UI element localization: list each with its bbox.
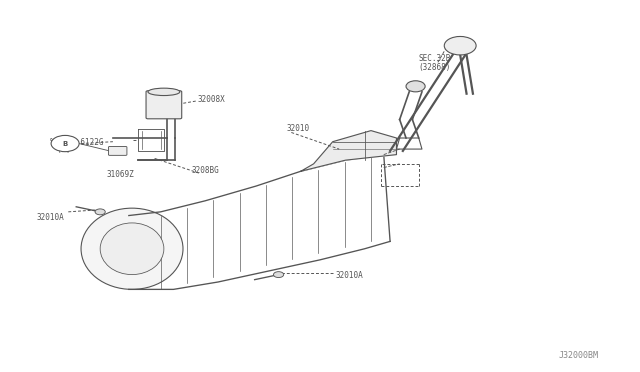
Ellipse shape xyxy=(148,88,180,96)
Text: 32008X: 32008X xyxy=(198,95,225,104)
Text: 32010: 32010 xyxy=(286,124,309,133)
Circle shape xyxy=(406,81,425,92)
Text: 3208BG: 3208BG xyxy=(191,166,219,175)
Circle shape xyxy=(95,209,105,215)
Text: 32010A: 32010A xyxy=(36,213,64,222)
Text: 31069Z: 31069Z xyxy=(106,170,134,179)
Text: J32000BM: J32000BM xyxy=(559,351,599,360)
Circle shape xyxy=(273,272,284,278)
Text: B: B xyxy=(63,141,68,147)
Text: °08346-6122G: °08346-6122G xyxy=(49,138,105,147)
Ellipse shape xyxy=(100,223,164,275)
Polygon shape xyxy=(301,131,396,171)
Ellipse shape xyxy=(81,208,183,289)
Circle shape xyxy=(51,135,79,152)
Text: SEC.32B: SEC.32B xyxy=(419,54,451,63)
Text: (32868): (32868) xyxy=(419,63,451,72)
Text: ( ): ( ) xyxy=(57,145,70,154)
Circle shape xyxy=(444,36,476,55)
FancyBboxPatch shape xyxy=(146,91,182,119)
Text: 32010A: 32010A xyxy=(336,271,364,280)
FancyBboxPatch shape xyxy=(108,147,127,155)
